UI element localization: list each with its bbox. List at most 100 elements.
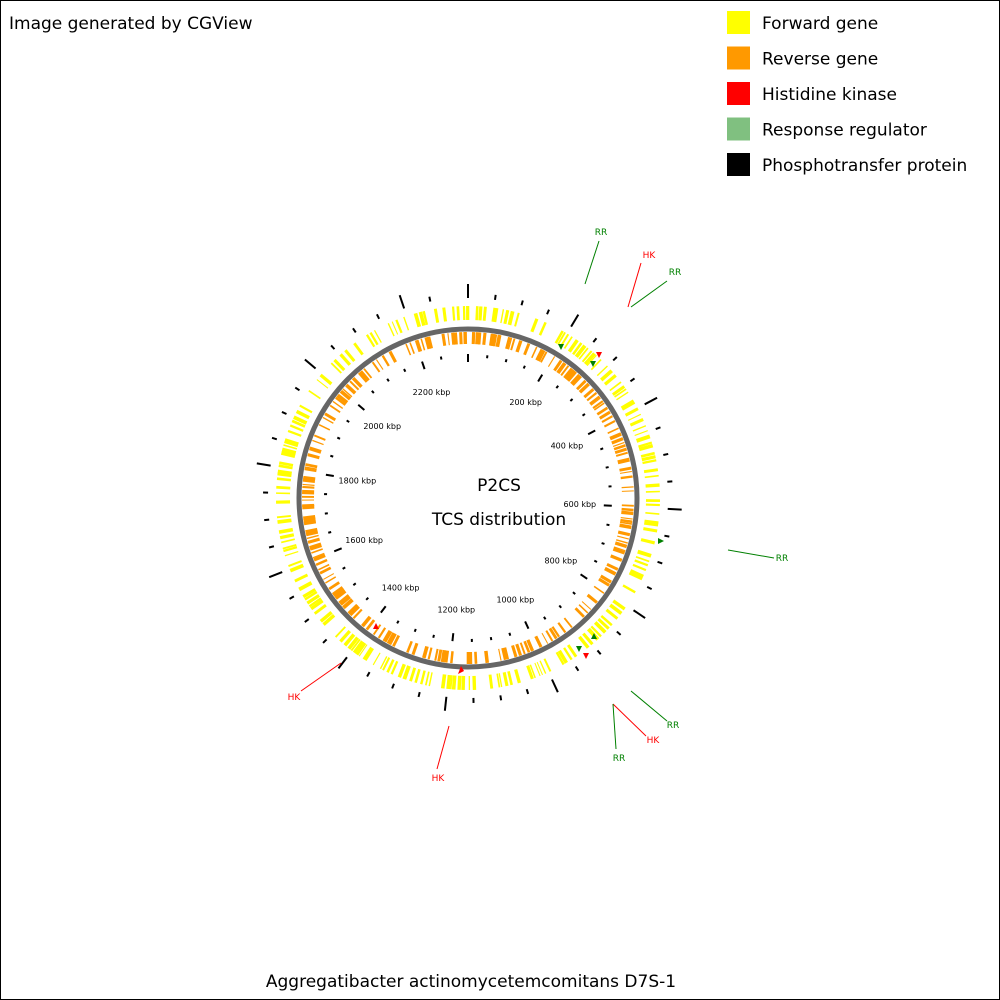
annotation-label: HK: [432, 774, 446, 784]
gene: [621, 507, 634, 512]
gene: [386, 632, 396, 645]
gene: [619, 523, 632, 530]
gene: [304, 466, 317, 471]
inner-tick: [386, 378, 390, 382]
gene: [556, 362, 567, 375]
gene: [309, 446, 322, 454]
gene: [395, 319, 403, 334]
gene: [500, 309, 505, 324]
gene: [451, 306, 456, 321]
gene: [427, 647, 433, 660]
gene: [339, 389, 352, 401]
outer-tick: [629, 377, 636, 383]
outer-tick: [663, 452, 669, 456]
gene: [598, 577, 610, 587]
scale-label: 200 kbp: [509, 398, 542, 407]
outer-tick: [271, 436, 278, 441]
gene: [281, 538, 296, 544]
gene: [616, 391, 629, 401]
inner-tick: [365, 596, 370, 601]
outer-tick: [428, 296, 432, 302]
gene: [570, 373, 581, 385]
gene: [593, 402, 605, 411]
inner-tick: [371, 390, 375, 394]
gene: [616, 539, 628, 544]
gene: [593, 621, 607, 634]
gene: [289, 563, 304, 573]
gene: [526, 665, 534, 680]
gene: [384, 630, 393, 643]
gene: [515, 643, 523, 656]
gene: [303, 517, 316, 523]
gene: [361, 615, 372, 628]
gene: [309, 543, 322, 551]
gene: [624, 407, 639, 417]
outer-tick: [520, 300, 524, 306]
gene: [523, 343, 531, 356]
gene: [563, 617, 573, 629]
gene: [641, 455, 656, 462]
scale-label: 2000 kbp: [363, 422, 401, 431]
gene: [277, 472, 292, 478]
gene: [331, 586, 344, 596]
gene: [450, 651, 454, 664]
gene: [305, 463, 318, 469]
gene: [329, 404, 341, 413]
gene: [302, 504, 315, 510]
legend-swatch: [727, 82, 750, 105]
gene: [634, 430, 648, 437]
inner-tick: [605, 466, 609, 469]
gene: [635, 434, 651, 443]
gene: [302, 588, 317, 599]
outer-tick: [596, 649, 602, 655]
gene: [574, 344, 587, 358]
gene: [280, 450, 296, 459]
outer-tick: [376, 313, 381, 320]
gene: [627, 413, 642, 421]
markers: [373, 344, 664, 674]
gene: [456, 306, 460, 321]
gene: [519, 642, 526, 655]
gene: [339, 595, 351, 606]
gene: [613, 546, 626, 552]
inner-tick: [336, 436, 341, 440]
gene: [597, 618, 610, 630]
gene: [357, 371, 369, 383]
gene: [598, 410, 611, 420]
inner-tick: [403, 368, 407, 373]
outer-tick: [664, 534, 670, 538]
annotation-line: [300, 662, 342, 692]
gene: [409, 342, 415, 354]
gene: [578, 347, 589, 360]
gene: [335, 396, 346, 406]
gene: [345, 383, 357, 395]
gene: [414, 668, 421, 684]
gene: [358, 644, 368, 657]
gene: [548, 627, 558, 640]
inner-tick: [593, 559, 598, 563]
gene: [277, 469, 292, 476]
gene: [634, 559, 649, 567]
gene: [302, 485, 315, 489]
gene: [284, 550, 299, 557]
inner-tick: [543, 616, 547, 620]
gene: [566, 370, 577, 382]
gene: [303, 520, 317, 526]
gene: [620, 399, 635, 410]
gene: [621, 486, 634, 489]
outer-tick: [330, 344, 336, 350]
gene: [351, 376, 363, 389]
gene: [496, 673, 501, 688]
gene: [276, 515, 292, 519]
gene: [551, 626, 561, 638]
gene: [529, 664, 536, 679]
gene: [632, 425, 647, 432]
gene: [304, 590, 318, 601]
gene: [305, 527, 318, 534]
gene: [453, 332, 458, 345]
gene: [545, 630, 554, 642]
gene: [424, 671, 430, 686]
annotation-label: RR: [776, 554, 789, 564]
gene: [638, 441, 653, 448]
gene: [611, 385, 626, 396]
